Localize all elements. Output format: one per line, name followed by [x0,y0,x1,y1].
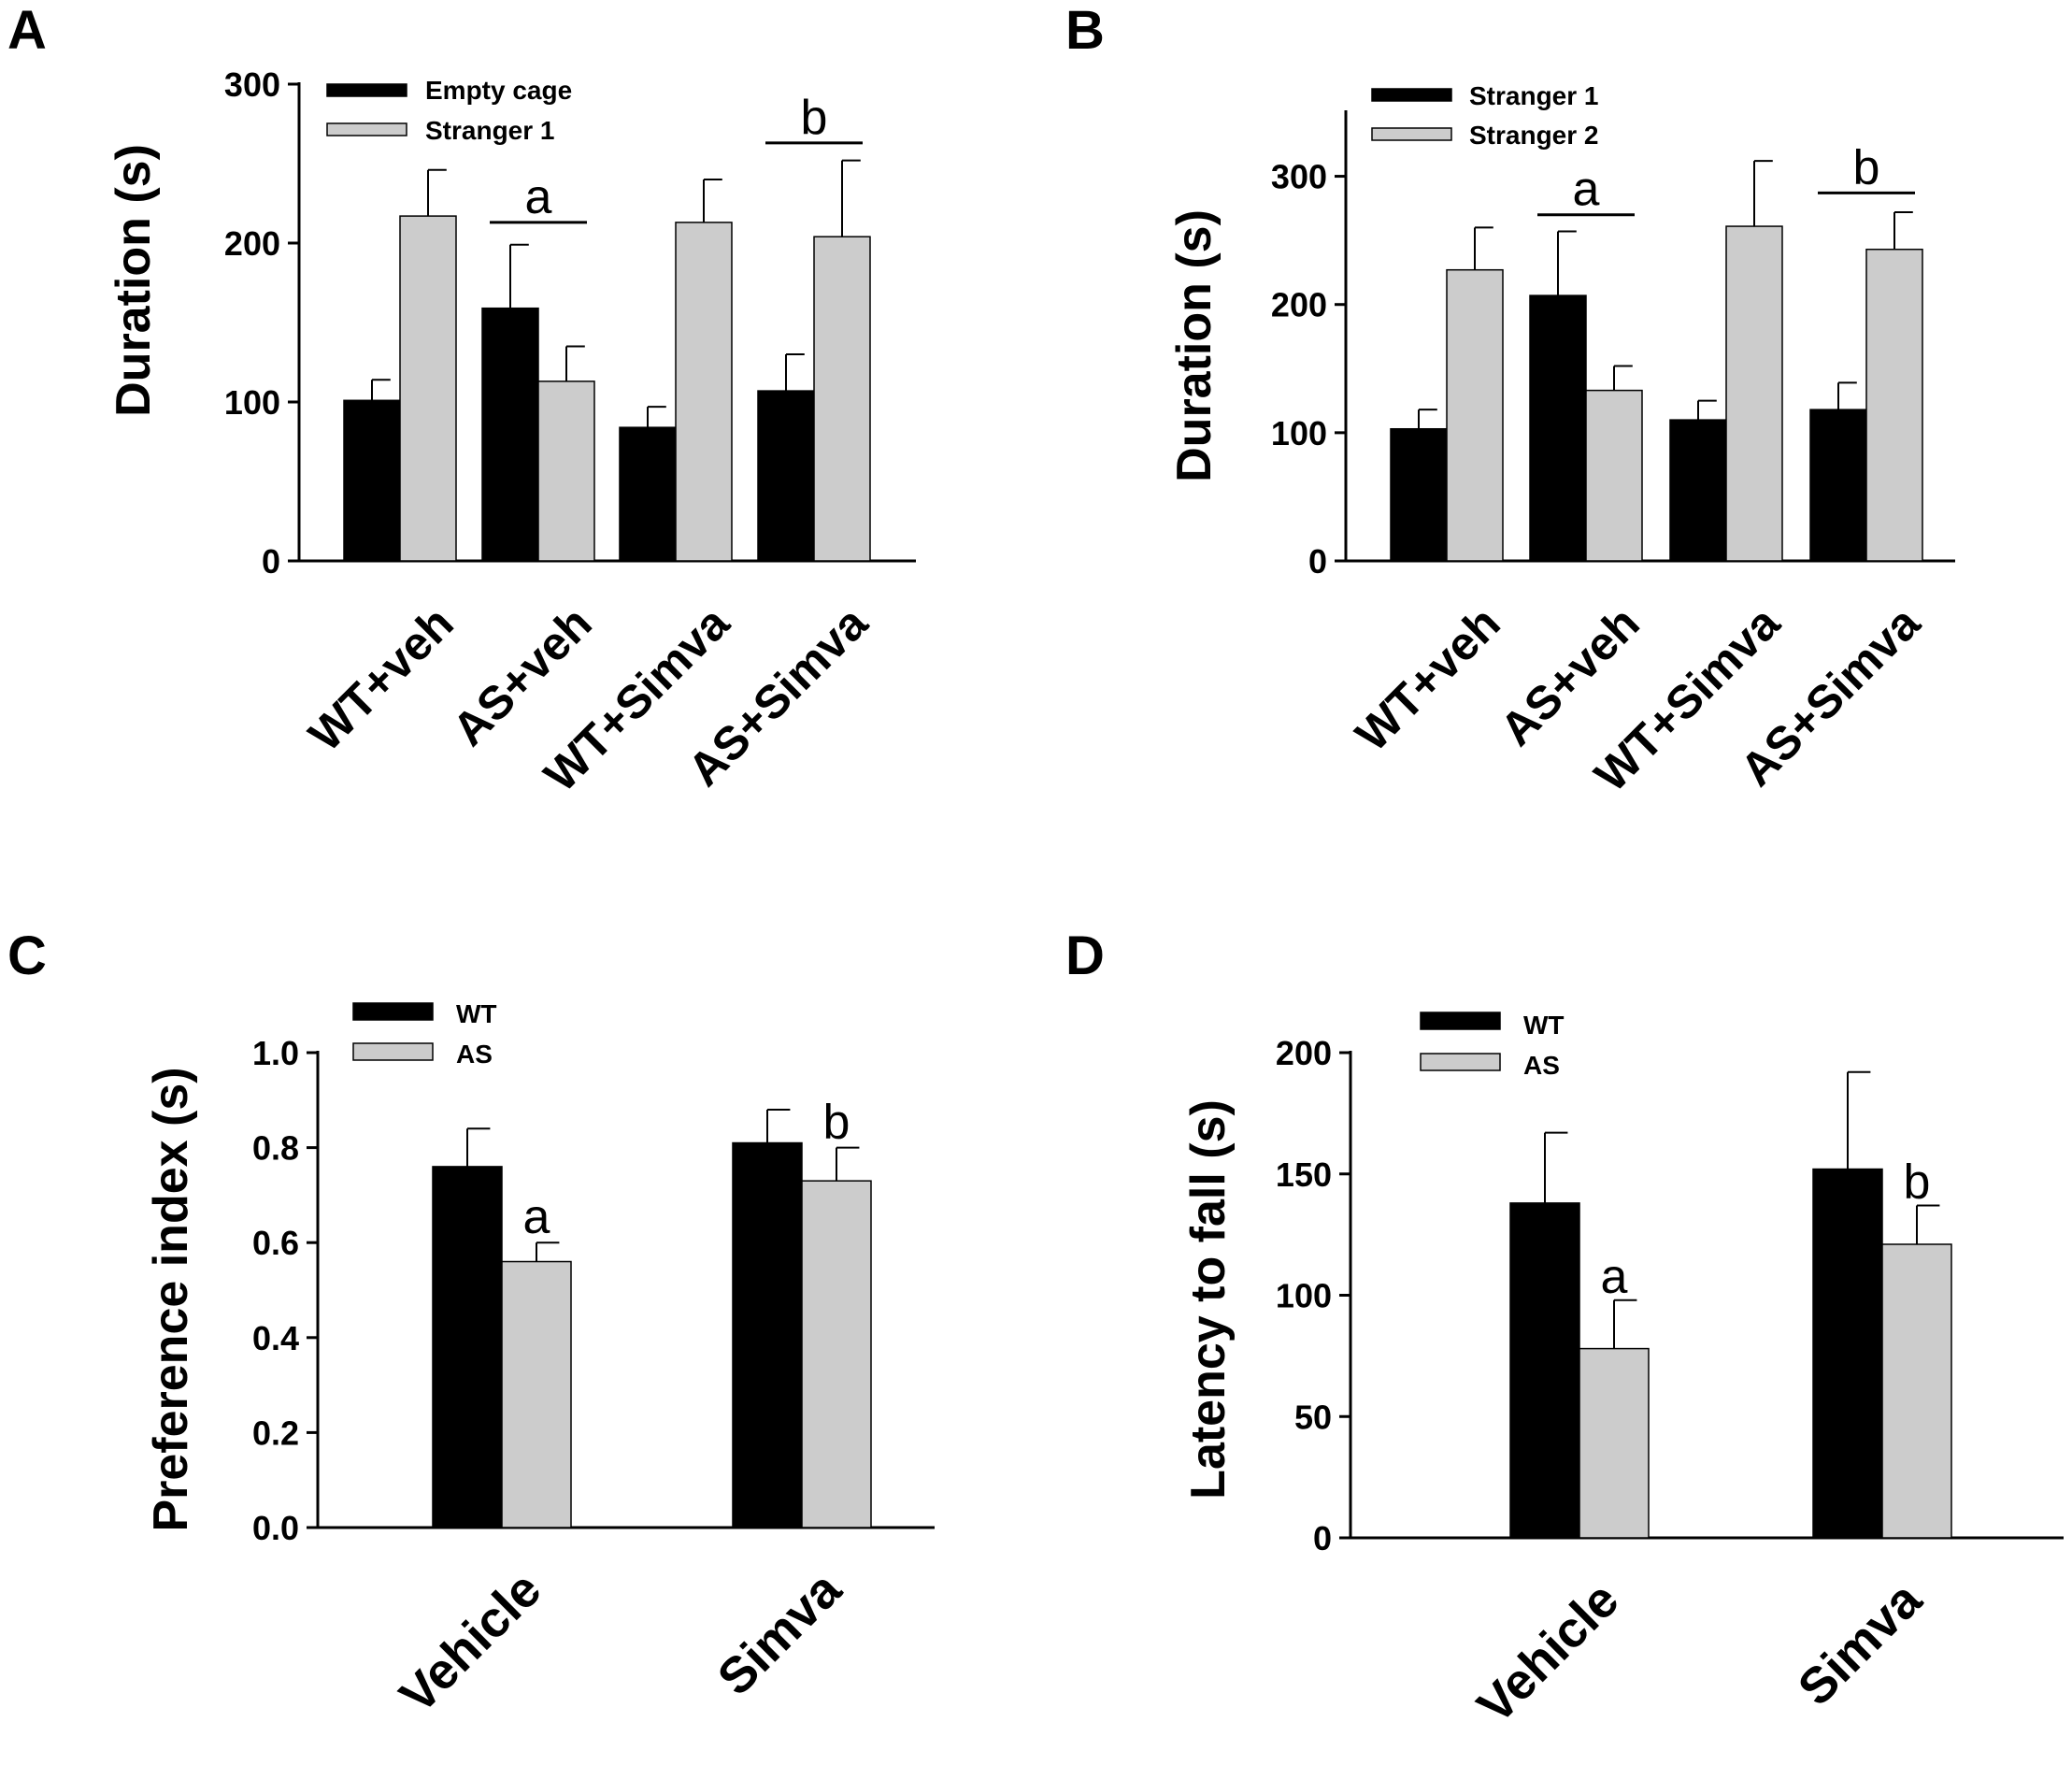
bar [343,399,401,562]
y-tick-label: 1.0 [252,1034,299,1072]
legend-swatch [326,122,407,136]
legend: WT AS [352,999,497,1069]
y-tick-label: 100 [1276,1277,1332,1315]
significance-label: a [525,170,552,224]
bar [813,236,871,562]
y-tick-label: 200 [1276,1034,1332,1072]
legend-label: Stranger 2 [1469,121,1599,150]
y-tick-label: 0 [262,542,280,581]
y-tick-label: 300 [1271,158,1327,196]
bar [399,215,457,562]
legend-label: Empty cage [425,76,572,105]
legend-label: WT [456,999,497,1028]
bar [1809,409,1867,562]
legend-label: Stranger 1 [1469,81,1599,110]
significance-label: a [1573,163,1600,217]
bar [757,390,815,562]
y-tick-label: 0.4 [252,1319,299,1357]
y-tick-label: 0 [1308,542,1327,581]
y-tick-label: 0 [1313,1519,1332,1557]
legend: WT AS [1420,1011,1565,1080]
panel-letter: A [7,0,47,61]
legend: Stranger 1 Stranger 2 [1371,81,1599,150]
y-axis-label: Preference index (s) [144,1067,198,1531]
bar [537,380,595,562]
y-axis-label: Latency to fall (s) [1181,1099,1236,1500]
legend-label: AS [1523,1051,1560,1080]
bar [1579,1347,1650,1539]
bar [801,1180,872,1528]
legend-label: WT [1523,1011,1565,1040]
y-tick-label: 0.8 [252,1129,299,1168]
significance-label: b [1904,1155,1931,1210]
legend-swatch [352,1002,434,1021]
legend-label: Stranger 1 [425,116,555,145]
y-tick-label: 100 [1271,414,1327,452]
bar [1585,389,1643,562]
y-tick-label: 200 [224,224,280,263]
bar [432,1166,503,1528]
significance-label: b [823,1095,850,1149]
bar [1669,419,1727,562]
legend-swatch [326,83,407,97]
significance-label: a [523,1190,550,1244]
legend-swatch [1420,1053,1501,1071]
y-tick-label: 50 [1294,1398,1332,1436]
legend-swatch [352,1042,434,1061]
legend-swatch [1371,127,1452,141]
y-tick-label: 0.2 [252,1413,299,1452]
legend: Empty cage Stranger 1 [326,76,572,145]
bar [1446,268,1504,562]
significance-label: b [1853,140,1880,194]
panel-letter: C [7,926,47,986]
panel-letter: B [1065,0,1105,61]
bar [1509,1202,1580,1539]
bar [501,1260,572,1528]
significance-label: a [1601,1250,1628,1304]
legend-swatch [1371,88,1452,102]
y-tick-label: 150 [1276,1155,1332,1194]
y-tick-label: 300 [224,65,280,104]
bar [1812,1168,1883,1539]
y-tick-label: 0.0 [252,1509,299,1547]
legend-label: AS [456,1040,493,1069]
panel-letter: D [1065,926,1105,986]
y-tick-label: 200 [1271,286,1327,324]
significance-label: b [801,91,828,145]
panel-c: C Preference index (s) 0.0 0.2 0.4 0.6 0.8 1.… [7,926,935,1724]
bar [1865,248,1923,562]
legend-swatch [1420,1012,1501,1030]
bar [1881,1243,1952,1539]
bar [481,307,539,562]
bar [675,222,733,562]
y-tick-label: 0.6 [252,1224,299,1262]
y-axis-label: Duration (s) [107,144,161,417]
bar [1725,225,1783,562]
bar [732,1141,803,1528]
y-axis-label: Duration (s) [1167,209,1222,482]
bar [1529,294,1587,562]
bar [1390,427,1448,562]
y-tick-label: 100 [224,383,280,422]
bar [619,426,677,562]
